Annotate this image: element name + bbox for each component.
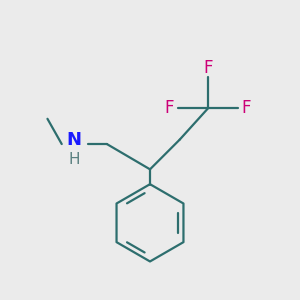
Text: F: F [242, 99, 251, 117]
Text: N: N [67, 130, 82, 148]
Text: F: F [165, 99, 174, 117]
Text: H: H [68, 152, 80, 167]
Text: F: F [203, 59, 213, 77]
